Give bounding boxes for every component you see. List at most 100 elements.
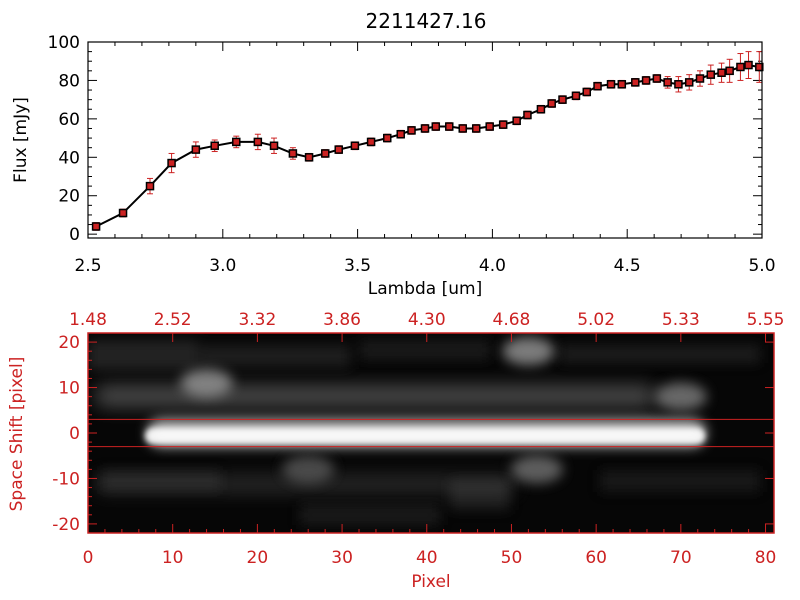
wavelength-top-tick-label: 5.02 [577, 310, 615, 330]
data-point [684, 78, 694, 87]
space-shift-y-tick-label: 10 [58, 379, 80, 399]
data-point [167, 158, 176, 168]
image-blob [502, 337, 555, 366]
image-y-label: Space Shift [pixel] [7, 357, 27, 512]
spectrum-plot: 2211427.16 2.5 3.0 3.5 4.0 4.5 5.0 0 20 40 60 80 1… [11, 9, 776, 299]
spectrum-y-tick-label: 40 [58, 148, 80, 168]
data-point [350, 141, 360, 151]
flux-points [91, 60, 764, 231]
pixel-x-tick-label: 70 [670, 548, 692, 568]
wavelength-top-ticks: 1.48 2.52 3.32 3.86 4.30 4.68 5.02 5.33 5.55 [69, 310, 784, 342]
wavelength-top-tick-label: 4.68 [493, 310, 531, 330]
image-blob [180, 369, 233, 397]
data-point [383, 133, 392, 143]
wavelength-top-tick-label: 2.52 [154, 310, 192, 330]
data-point [558, 95, 567, 104]
spectrum-x-tick-label: 4.0 [479, 256, 506, 276]
space-shift-y-ticks: -20 -10 0 10 20 [52, 333, 774, 535]
pixel-x-tick-label: 80 [755, 548, 777, 568]
spectrum-image [88, 333, 774, 533]
data-point [725, 66, 734, 76]
pixel-x-tick-label: 10 [162, 548, 184, 568]
spectrum-x-label: Lambda [um] [368, 279, 482, 299]
spectrum-y-ticks: 0 20 40 60 80 100 [48, 33, 762, 245]
data-point [210, 141, 219, 151]
pixel-x-ticks: 0 10 20 30 40 50 60 70 80 [83, 524, 777, 568]
data-point [536, 105, 546, 114]
data-point [571, 91, 581, 101]
spectrum-x-tick-label: 3.0 [209, 256, 236, 276]
wavelength-top-tick-label: 5.33 [662, 310, 700, 330]
data-point [396, 129, 405, 139]
pixel-x-tick-label: 20 [247, 548, 269, 568]
data-point [695, 74, 705, 83]
spectrum-y-label: Flux [mJy] [11, 97, 31, 183]
data-point [288, 149, 298, 158]
data-point [91, 222, 101, 231]
spectrum-x-tick-label: 2.5 [74, 256, 101, 276]
pixel-x-tick-label: 0 [83, 548, 94, 568]
data-point [145, 181, 155, 191]
wavelength-top-tick-label: 1.48 [69, 310, 107, 330]
data-point [232, 137, 241, 147]
data-point [523, 110, 532, 120]
data-point [420, 124, 430, 133]
data-point [334, 145, 343, 154]
spectrum-x-tick-label: 4.5 [614, 256, 641, 276]
space-shift-y-tick-label: -10 [52, 469, 80, 489]
data-point [458, 124, 467, 133]
pixel-x-tick-label: 30 [331, 548, 353, 568]
image-x-label: Pixel [411, 572, 450, 592]
spectrum-plot-frame [87, 41, 763, 239]
wavelength-top-tick-label: 3.32 [238, 310, 276, 330]
data-point [606, 80, 616, 89]
data-point [445, 122, 454, 131]
spectrum-y-tick-label: 20 [58, 187, 80, 207]
data-point [366, 137, 376, 147]
data-point [617, 80, 627, 89]
chart-title: 2211427.16 [366, 9, 487, 33]
wavelength-top-tick-label: 4.30 [408, 310, 446, 330]
data-point [118, 208, 128, 218]
data-point [269, 141, 279, 151]
spectrum-x-tick-label: 3.5 [344, 256, 371, 276]
pixel-x-tick-label: 50 [501, 548, 523, 568]
data-point [471, 124, 481, 133]
data-point [498, 120, 508, 129]
data-point [755, 62, 764, 72]
spectrum-x-ticks: 2.5 3.0 3.5 4.0 4.5 5.0 [74, 42, 776, 276]
data-point [744, 60, 753, 70]
space-shift-y-tick-label: 20 [58, 333, 80, 353]
image-blob [510, 455, 563, 484]
data-point [641, 76, 651, 85]
space-shift-y-tick-label: -20 [52, 515, 80, 535]
spectrum-x-tick-label: 5.0 [748, 256, 775, 276]
data-point [485, 122, 494, 131]
image-blob [654, 382, 707, 411]
data-point [512, 116, 521, 126]
data-point [320, 149, 330, 158]
data-point [736, 62, 745, 72]
wavelength-top-tick-label: 3.86 [323, 310, 361, 330]
data-point [431, 122, 441, 131]
data-point [674, 80, 683, 89]
data-point [717, 68, 726, 77]
space-shift-y-tick-label: 0 [69, 424, 80, 444]
spectrum-y-tick-label: 80 [58, 71, 80, 91]
data-point [631, 78, 640, 87]
data-point [191, 145, 201, 154]
data-point [593, 81, 602, 91]
data-point [407, 126, 416, 135]
data-point [582, 87, 592, 97]
wavelength-top-tick-label: 5.55 [747, 310, 785, 330]
data-point [304, 153, 314, 162]
data-point [663, 78, 672, 87]
spectrum-y-tick-label: 60 [58, 110, 80, 130]
spectrum-y-tick-label: 100 [48, 33, 80, 53]
data-point [253, 137, 263, 147]
data-point [706, 70, 716, 79]
image-blob [282, 455, 335, 484]
spectrum-image-panel: 0 10 20 30 40 50 60 70 80 1.48 2.52 3.32 3.86 4.30 4.… [7, 310, 784, 592]
data-point [547, 99, 556, 108]
